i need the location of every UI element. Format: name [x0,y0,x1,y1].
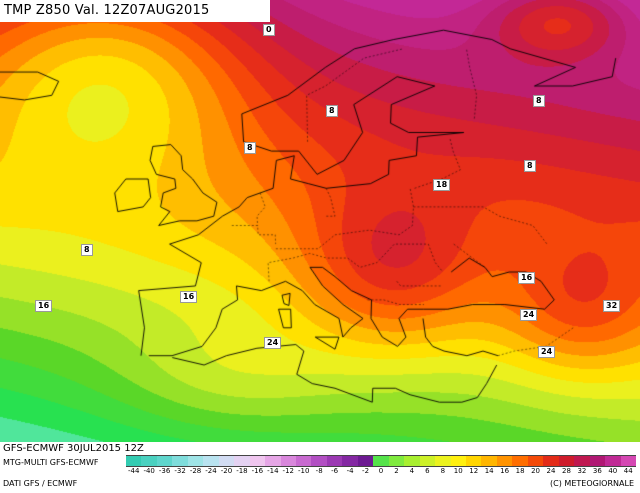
color-scale-labels: -44 -40 -36 -32 -28 -24 -20 -18 -16 -14 -12 -10 -8 -6… [126,467,636,477]
contour-label: 16 [518,272,536,284]
contour-label: 16 [180,291,198,303]
color-scale-tick: 16 [500,467,510,475]
color-scale-tick: -20 [220,467,233,475]
contour-label: 8 [326,105,338,117]
color-scale-swatch [156,456,173,466]
temperature-map [0,0,640,442]
color-scale-tick: 40 [608,467,618,475]
color-scale-swatch [589,456,606,466]
color-scale-swatch [326,456,343,466]
color-scale-tick: -16 [251,467,264,475]
color-scale-swatch [280,456,296,466]
color-scale-swatch [357,456,374,466]
color-scale-swatch [265,456,281,466]
map-title: TMP Z850 Val. 12Z07AUG2015 [0,0,270,22]
color-scale-swatch [527,456,544,466]
color-scale-swatch [558,456,575,466]
color-scale-swatch [373,456,389,466]
color-scale-tick: -32 [174,467,186,475]
contour-label: 18 [433,179,451,191]
contour-label: 24 [264,337,282,349]
color-scale-tick: -2 [362,467,370,475]
color-scale-swatch [342,456,358,466]
contour-label: 8 [524,160,536,172]
contour-label: 24 [538,346,556,358]
color-scale-tick: -6 [331,467,339,475]
color-scale-swatch [404,456,420,466]
color-scale-tick: 2 [394,467,399,475]
contour-label: 32 [603,300,621,312]
contour-label: 8 [244,142,256,154]
color-scale-swatch [543,456,559,466]
color-scale-tick: -28 [189,467,202,475]
color-scale-swatch [450,456,466,466]
color-scale-tick: -10 [298,467,310,475]
color-scale-tick: 14 [484,467,494,475]
color-scale-tick: -12 [282,467,294,475]
color-scale-tick: 32 [577,467,587,475]
color-scale-tick: -8 [315,467,323,475]
color-scale-swatch [435,456,451,466]
run-info: GFS-ECMWF 30JUL2015 12Z [3,443,144,454]
color-scale-tick: -4 [346,467,354,475]
color-scale-tick: 4 [409,467,415,475]
color-scale-tick: -14 [267,467,279,475]
color-scale-tick: 28 [561,467,571,475]
color-scale-tick: 0 [378,467,384,475]
color-scale-tick: 8 [440,467,446,475]
color-scale-swatch [187,456,204,466]
contour-label: 8 [533,95,545,107]
model-info: MTG-MULTI GFS-ECMWF [3,458,99,467]
color-scale-tick: 24 [546,467,556,475]
color-scale-swatch [512,456,528,466]
contour-label: 8 [81,244,93,256]
color-scale-tick: 20 [531,467,540,475]
color-scale-swatch [620,456,636,466]
footer: GFS-ECMWF 30JUL2015 12Z MTG-MULTI GFS-EC… [0,442,640,493]
contour-label: 0 [263,24,275,36]
copyright: (C) METEOGIORNALE [550,479,634,488]
color-scale-swatch [311,456,327,466]
color-scale-bar [126,455,636,467]
color-scale-tick: 12 [469,467,479,475]
color-scale-swatch [574,456,590,466]
color-scale-swatch [172,456,188,466]
color-scale-tick: 44 [623,467,633,475]
color-scale-swatch [295,456,312,466]
color-scale-tick: 18 [515,467,525,475]
color-scale-tick: 6 [425,467,430,475]
data-source: DATI GFS / ECMWF [3,479,78,488]
color-scale-tick: -36 [158,467,171,475]
color-scale-swatch [481,456,497,466]
color-scale-tick: -18 [236,467,248,475]
color-scale-swatch [203,456,219,466]
color-scale-swatch [388,456,405,466]
color-scale-swatch [234,456,250,466]
color-scale-swatch [249,456,266,466]
contour-label: 16 [35,300,53,312]
color-scale-tick: -40 [143,467,155,475]
color-scale-swatch [465,456,482,466]
color-scale-tick: 36 [592,467,602,475]
color-scale-swatch [126,456,142,466]
color-scale-tick: 10 [453,467,463,475]
color-scale-tick: -24 [205,467,217,475]
color-scale-swatch [605,456,621,466]
color-scale-swatch [419,456,436,466]
color-scale-swatch [496,456,513,466]
contour-label: 24 [520,309,538,321]
color-scale-tick: -44 [128,467,140,475]
color-scale-swatch [141,456,157,466]
color-scale-swatch [218,456,235,466]
